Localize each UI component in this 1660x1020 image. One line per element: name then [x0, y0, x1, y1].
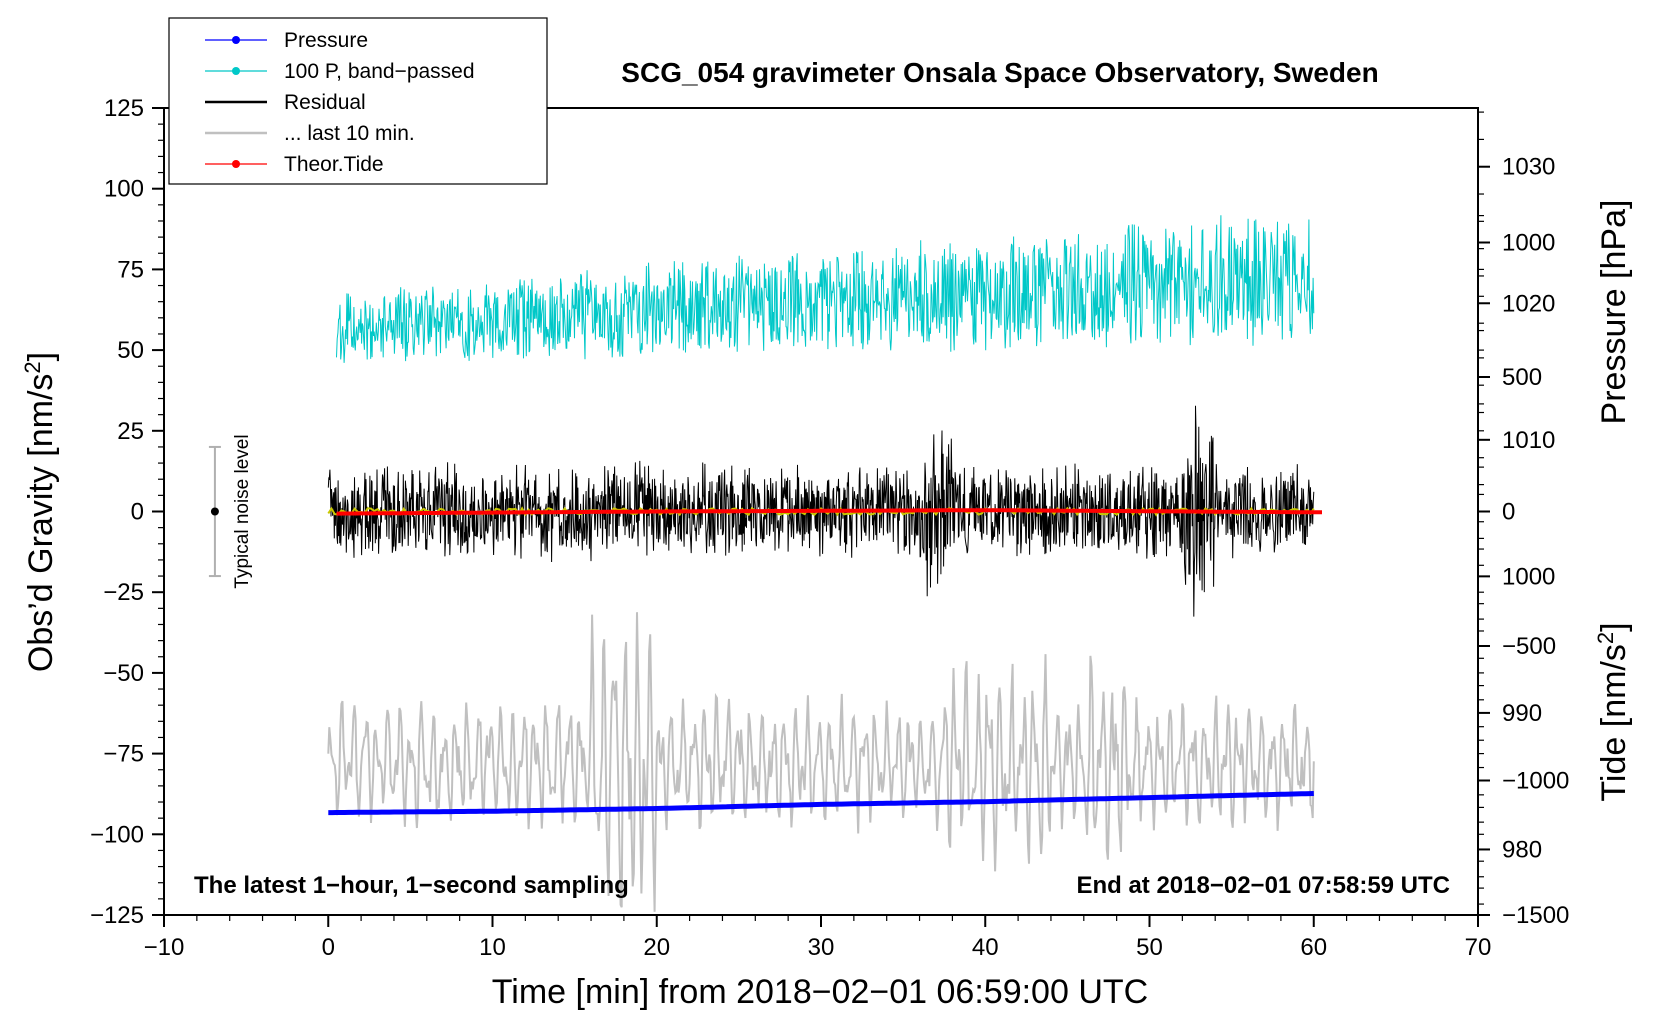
y-axis-title-tide-sup: 2: [1593, 632, 1618, 644]
series-theor-tide: [336, 508, 1322, 516]
y-tick-label-2: 75: [117, 256, 144, 283]
chart-title: SCG_054 gravimeter Onsala Space Observat…: [621, 57, 1378, 88]
x-tick-label-6: 50: [1136, 934, 1163, 961]
legend-label-4: Theor.Tide: [284, 153, 384, 176]
tide-tick-label-0: 1000: [1502, 230, 1555, 257]
y-tick-label-9: −100: [90, 821, 144, 848]
y-tick-label-1: 100: [104, 176, 144, 203]
series-layer: [327, 215, 1322, 912]
series-pressure: [328, 791, 1314, 816]
y-axis-title-pressure: Pressure [hPa]: [1595, 200, 1633, 425]
pressure-tick-label-1: 1020: [1502, 290, 1555, 317]
y-axis-title-gravity-sup: 2: [20, 361, 45, 373]
noise-dot: [210, 507, 219, 516]
series-band-passed-pressure: [336, 215, 1315, 363]
y-axis-title-tide: Tide [nm/s2]: [1593, 622, 1633, 801]
x-tick-label-3: 20: [643, 934, 670, 961]
y-axis-title-tide-main: Tide [nm/s: [1595, 644, 1633, 801]
y-tick-label-3: 50: [117, 337, 144, 364]
x-tick-label-0: −10: [144, 934, 185, 961]
legend-entry-4: Theor.Tide: [205, 153, 384, 176]
y-axis-title-tide-close: ]: [1595, 622, 1633, 631]
legend-marker-0: [232, 36, 240, 44]
annotation-sampling: The latest 1−hour, 1−second sampling: [194, 872, 629, 899]
y-tick-label-5: 0: [131, 499, 144, 526]
legend-label-2: Residual: [284, 91, 366, 114]
legend-entries: Pressure 100 P, band−passed Residual ... la…: [205, 29, 475, 176]
y-tick-label-8: −75: [103, 741, 144, 768]
pressure-tick-label-5: 980: [1502, 836, 1542, 863]
x-tick-label-4: 30: [808, 934, 835, 961]
tide-tick-label-2: 0: [1502, 499, 1515, 526]
y-tick-label-6: −25: [103, 579, 144, 606]
annotation-end-time: End at 2018−02−01 07:58:59 UTC: [1076, 872, 1450, 899]
legend: Pressure 100 P, band−passed Residual ... la…: [168, 17, 548, 185]
y-axis-title-gravity: Obs’d Gravity [nm/s2]: [20, 352, 60, 672]
tide-tick-label-1: 500: [1502, 364, 1542, 391]
x-tick-label-8: 70: [1465, 934, 1492, 961]
x-tick-label-2: 10: [479, 934, 506, 961]
series-last-10-min: [327, 612, 1315, 912]
legend-entry-1: 100 P, band−passed: [205, 60, 475, 83]
y-tick-label-0: 125: [104, 95, 144, 122]
y-tick-label-7: −50: [103, 660, 144, 687]
legend-entry-0: Pressure: [205, 29, 368, 52]
x-tick-label-7: 60: [1300, 934, 1327, 961]
legend-marker-4: [232, 160, 240, 168]
tide-tick-label-3: −500: [1502, 633, 1556, 660]
y-axis-title-gravity-close: ]: [22, 352, 60, 361]
tide-tick-label-5: −1500: [1502, 902, 1569, 929]
pressure-tick-label-3: 1000: [1502, 563, 1555, 590]
noise-label: Typical noise level: [232, 434, 253, 588]
pressure-tick-label-4: 990: [1502, 700, 1542, 727]
x-axis-title: Time [min] from 2018−02−01 06:59:00 UTC: [492, 973, 1148, 1011]
noise-level-indicator: Typical noise level: [208, 434, 253, 589]
y-axis-title-gravity-main: Obs’d Gravity [nm/s: [22, 374, 60, 673]
pressure-tick-label-0: 1030: [1502, 154, 1555, 181]
tide-tick-label-4: −1000: [1502, 768, 1569, 795]
legend-entry-3: ... last 10 min.: [205, 122, 415, 145]
y-tick-label-4: 25: [117, 418, 144, 445]
x-tick-label-5: 40: [972, 934, 999, 961]
legend-marker-1: [232, 67, 240, 75]
x-tick-label-1: 0: [322, 934, 335, 961]
axis-layer: −10 0 10 20 30 40 50 60 701251007550250−25−50−75…: [90, 95, 1569, 961]
pressure-tick-label-2: 1010: [1502, 427, 1555, 454]
legend-label-0: Pressure: [284, 29, 368, 52]
legend-label-3: ... last 10 min.: [284, 122, 415, 145]
legend-entry-2: Residual: [205, 91, 366, 114]
y-tick-label-10: −125: [90, 902, 144, 929]
legend-label-1: 100 P, band−passed: [284, 60, 475, 83]
